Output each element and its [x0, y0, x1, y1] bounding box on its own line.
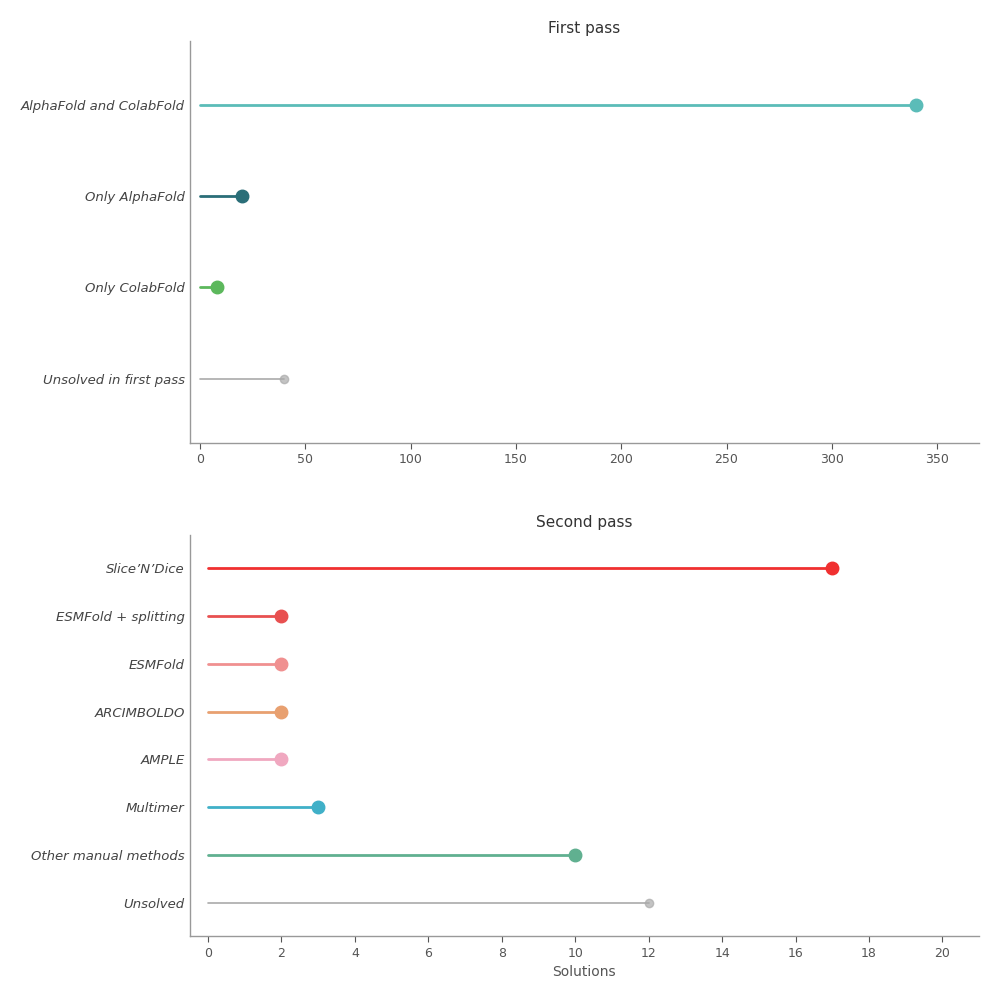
Title: First pass: First pass [548, 21, 621, 36]
Title: Second pass: Second pass [536, 515, 633, 530]
X-axis label: Solutions: Solutions [553, 965, 616, 979]
